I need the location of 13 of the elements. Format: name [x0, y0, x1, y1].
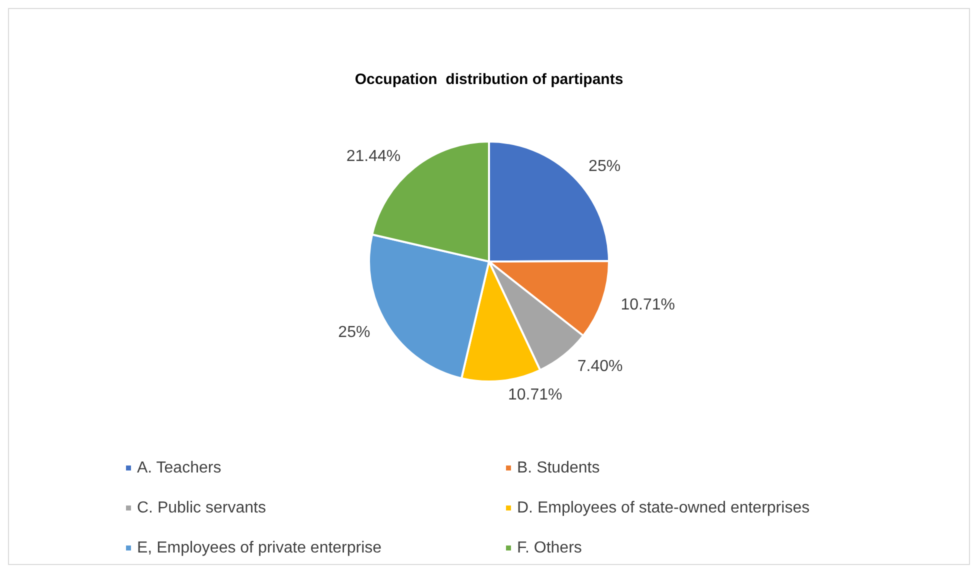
- data-label: 10.71%: [508, 386, 562, 404]
- legend-label: C. Public servants: [137, 500, 266, 516]
- legend-label: B. Students: [517, 460, 600, 476]
- chart-title: Occupation distribution of partipants: [354, 71, 624, 88]
- data-label: 25%: [588, 158, 621, 176]
- data-label: 21.44%: [346, 148, 401, 166]
- legend-label: F. Others: [517, 540, 582, 556]
- data-label: 10.71%: [620, 296, 675, 314]
- data-label: 25%: [338, 324, 370, 341]
- data-label: 7.40%: [577, 358, 623, 375]
- legend-label: E, Employees of private enterprise: [137, 540, 382, 556]
- legend-label: A. Teachers: [137, 460, 222, 476]
- legend-label: D. Employees of state-owned enterprises: [517, 500, 810, 516]
